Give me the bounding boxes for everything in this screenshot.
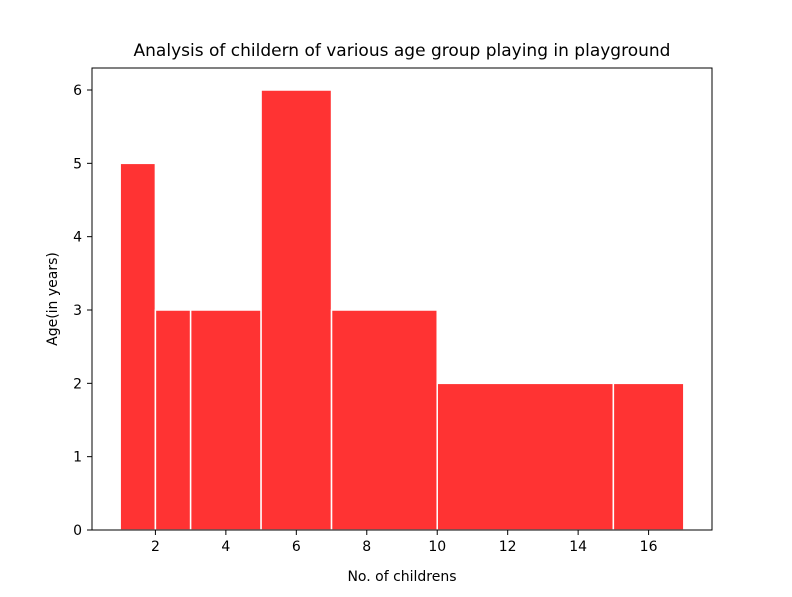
x-axis-ticks: 2 4 6 8 10 12 14 16 (151, 530, 658, 555)
chart-title: Analysis of childern of various age grou… (134, 41, 671, 61)
bar-4 (260, 89, 333, 531)
bar-5 (330, 309, 438, 531)
x-tick-label: 12 (499, 539, 517, 555)
y-axis-ticks: 0 1 2 3 4 5 6 (73, 83, 92, 539)
bar-6 (436, 382, 615, 531)
bar-7 (612, 382, 685, 531)
x-axis-title: No. of childrens (347, 569, 456, 585)
x-tick-label: 10 (428, 539, 446, 555)
y-tick-label: 3 (73, 303, 82, 319)
bar-1 (119, 162, 157, 531)
x-tick-label: 6 (292, 539, 301, 555)
y-tick-label: 1 (73, 450, 82, 466)
y-tick-label: 6 (73, 83, 82, 99)
bars-layer (119, 89, 685, 531)
plot-frame (91, 67, 713, 531)
x-tick-label: 4 (221, 539, 230, 555)
x-tick-label: 14 (569, 539, 587, 555)
x-tick-label: 2 (151, 539, 160, 555)
x-tick-label: 16 (640, 539, 658, 555)
bar-3 (189, 309, 262, 531)
x-tick-label: 8 (362, 539, 371, 555)
y-tick-label: 0 (73, 523, 82, 539)
y-axis-title: Age(in years) (45, 252, 61, 346)
bar-2 (154, 309, 192, 531)
y-tick-label: 4 (73, 230, 82, 246)
y-tick-label: 2 (73, 376, 82, 392)
y-tick-label: 5 (73, 156, 82, 172)
